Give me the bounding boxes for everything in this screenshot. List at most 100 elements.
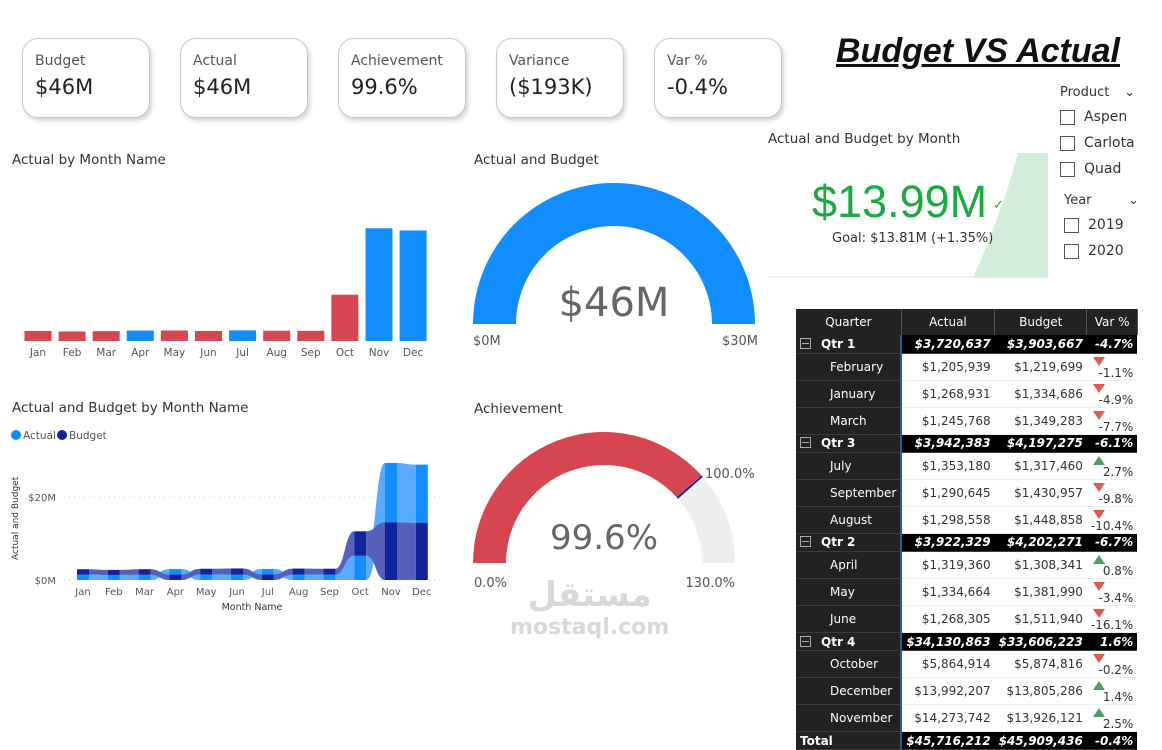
bar bbox=[263, 330, 291, 341]
actual-cell: $5,864,914 bbox=[901, 650, 995, 679]
collapse-icon[interactable] bbox=[800, 635, 811, 647]
group-label[interactable]: Qtr 1 bbox=[796, 335, 903, 354]
collapse-icon[interactable] bbox=[800, 437, 811, 449]
actual-cell: $1,268,931 bbox=[901, 380, 995, 408]
triangle-down-icon bbox=[1092, 509, 1105, 519]
kpi-card-achievement: Achievement 99.6% bbox=[338, 38, 466, 118]
header-row: Quarter Actual Budget Var % bbox=[796, 309, 1138, 335]
slicer-option-2019[interactable]: 2019 bbox=[1064, 212, 1144, 238]
ribbon-bar-actual bbox=[354, 555, 367, 580]
table-row: October $5,864,914 $5,874,816 -0.2% bbox=[796, 650, 1138, 679]
ribbon-budget bbox=[304, 568, 324, 575]
group-var: -4.7% bbox=[1086, 335, 1138, 354]
collapse-icon[interactable] bbox=[800, 536, 811, 548]
slicer-option-quad[interactable]: Quad bbox=[1060, 156, 1140, 182]
kpi-card-var-: Var % -0.4% bbox=[654, 38, 782, 118]
total-row: Total $45,716,212 $45,909,436 -0.4% bbox=[796, 731, 1138, 750]
month-label: February bbox=[796, 353, 903, 381]
column-header[interactable]: Budget bbox=[994, 309, 1088, 335]
total-var: -0.4% bbox=[1086, 731, 1138, 750]
option-label: 2019 bbox=[1088, 217, 1124, 233]
x-tick-label: Jun bbox=[228, 587, 245, 598]
table-row: September $1,290,645 $1,430,957 -9.8% bbox=[796, 479, 1138, 507]
x-tick-label: Mar bbox=[135, 587, 155, 598]
x-tick-label: Dec bbox=[412, 587, 431, 598]
checkbox[interactable] bbox=[1060, 161, 1075, 177]
triangle-down-icon bbox=[1092, 654, 1105, 664]
group-row: Qtr 4 $34,130,863 $33,606,223 1.6% bbox=[796, 632, 1138, 652]
checkbox[interactable] bbox=[1060, 109, 1075, 125]
ribbon-budget bbox=[335, 531, 355, 575]
ribbon-bar-actual bbox=[231, 574, 243, 580]
group-label[interactable]: Qtr 3 bbox=[796, 434, 903, 453]
ribbon-chart: Actual Budget $0M $20M Actual and Budget Mont… bbox=[11, 430, 440, 613]
checkbox[interactable] bbox=[1064, 217, 1079, 233]
month-label: July bbox=[796, 452, 903, 480]
actual-cell: $13,992,207 bbox=[901, 677, 995, 706]
month-label: April bbox=[796, 551, 903, 580]
triangle-up-icon bbox=[1092, 708, 1105, 718]
var-cell: -4.9% bbox=[1086, 380, 1138, 408]
table-row: February $1,205,939 $1,219,699 -1.1% bbox=[796, 353, 1138, 381]
table-row: August $1,298,558 $1,448,858 -10.4% bbox=[796, 506, 1138, 534]
total-actual: $45,716,212 bbox=[901, 731, 995, 750]
x-tick-label: Sep bbox=[301, 347, 321, 359]
checkbox[interactable] bbox=[1064, 243, 1079, 259]
kpi-value: $13.99M bbox=[812, 176, 988, 227]
x-tick-label: Jul bbox=[235, 347, 249, 359]
x-tick-label: May bbox=[196, 587, 217, 598]
trend-area bbox=[973, 153, 1048, 278]
group-label[interactable]: Qtr 4 bbox=[796, 632, 903, 652]
quarter-matrix: Quarter Actual Budget Var % Qtr 1 $3,720,637 $… bbox=[796, 309, 1138, 750]
ribbon-budget bbox=[397, 522, 416, 580]
chevron-down-icon[interactable]: ⌄ bbox=[1124, 84, 1135, 100]
actual-cell: $1,245,768 bbox=[901, 407, 995, 435]
budget-cell: $1,448,858 bbox=[994, 506, 1087, 534]
group-actual: $34,130,863 bbox=[901, 632, 995, 652]
ribbon-actual bbox=[335, 555, 355, 580]
ribbon-actual bbox=[119, 574, 139, 580]
table-row: December $13,992,207 $13,805,286 1.4% bbox=[796, 677, 1138, 706]
legend-budget-icon bbox=[57, 430, 67, 440]
kpi-label: Budget bbox=[35, 53, 86, 69]
slicer-option-2020[interactable]: 2020 bbox=[1064, 238, 1144, 264]
column-header[interactable]: Var % bbox=[1086, 309, 1138, 335]
chevron-down-icon[interactable]: ⌄ bbox=[1128, 192, 1139, 208]
gauge-value: 99.6% bbox=[550, 518, 658, 558]
legend-actual-icon bbox=[11, 430, 21, 440]
option-label: Quad bbox=[1084, 161, 1122, 177]
bar bbox=[126, 330, 154, 341]
group-budget: $3,903,667 bbox=[994, 335, 1087, 354]
kpi-card-actual: Actual $46M bbox=[180, 38, 308, 118]
column-header[interactable]: Quarter bbox=[796, 309, 902, 335]
budget-cell: $1,334,686 bbox=[994, 380, 1087, 408]
month-label: August bbox=[796, 506, 903, 534]
collapse-icon[interactable] bbox=[800, 337, 811, 349]
checkbox[interactable] bbox=[1060, 135, 1075, 151]
gauge-fill bbox=[473, 432, 702, 563]
ribbon-budget bbox=[181, 568, 201, 580]
column-header[interactable]: Actual bbox=[901, 309, 996, 335]
table-row: March $1,245,768 $1,349,283 -7.7% bbox=[796, 407, 1138, 435]
bar bbox=[160, 330, 188, 341]
group-budget: $4,202,271 bbox=[994, 533, 1087, 553]
kpi-value: $46M bbox=[193, 75, 252, 99]
ribbon-bar-budget bbox=[169, 574, 182, 580]
group-label[interactable]: Qtr 2 bbox=[796, 533, 903, 553]
ribbon-budget bbox=[89, 569, 108, 575]
triangle-down-icon bbox=[1092, 482, 1105, 492]
chart-title: Actual and Budget bbox=[474, 152, 599, 168]
slicer-option-aspen[interactable]: Aspen bbox=[1060, 104, 1140, 130]
budget-cell: $1,430,957 bbox=[994, 479, 1087, 507]
ribbon-bar-budget bbox=[231, 568, 243, 575]
kpi-goal: Goal: $13.81M (+1.35%) bbox=[832, 231, 994, 246]
budget-cell: $1,349,283 bbox=[994, 407, 1087, 435]
ribbon-budget bbox=[212, 568, 231, 575]
gauge-fill bbox=[473, 183, 755, 324]
kpi-label: Var % bbox=[667, 53, 708, 69]
var-cell: 2.5% bbox=[1086, 704, 1138, 733]
gauge-target bbox=[676, 475, 703, 499]
x-tick-label: Apr bbox=[167, 587, 185, 598]
slicer-option-carlota[interactable]: Carlota bbox=[1060, 130, 1140, 156]
month-label: November bbox=[796, 704, 903, 733]
